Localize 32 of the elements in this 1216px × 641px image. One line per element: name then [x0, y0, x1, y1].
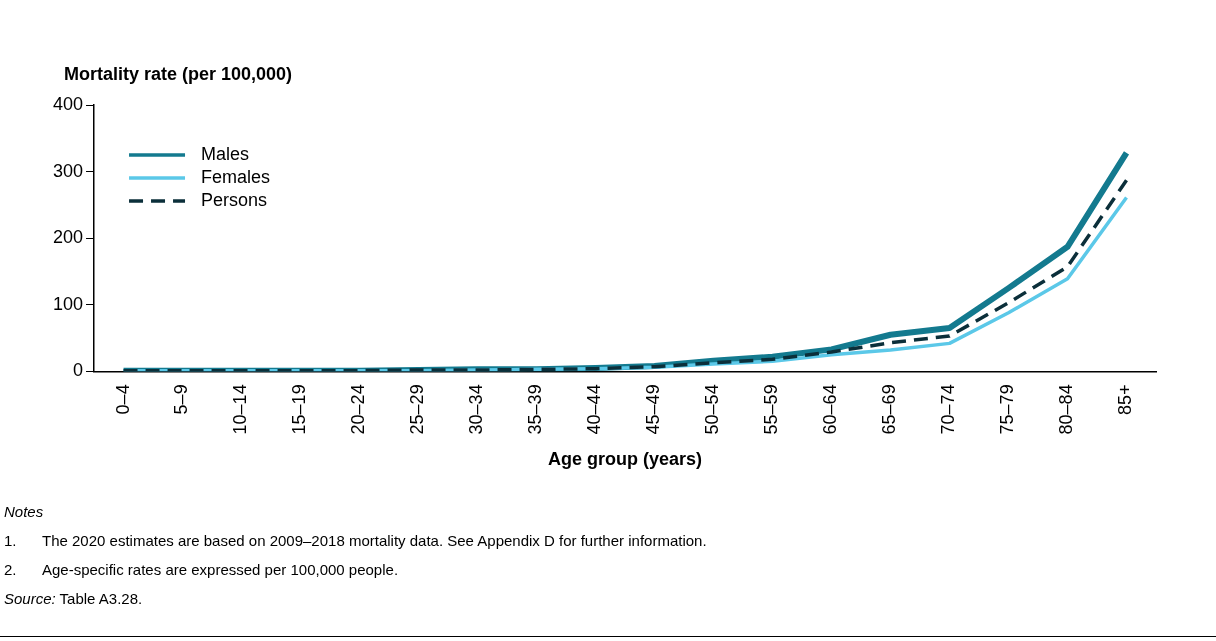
x-axis-title: Age group (years) [548, 449, 703, 470]
text: 2. Age-specific rates are expressed per 100,000 people. [4, 561, 399, 578]
x-tick-label: 35–39 [525, 384, 546, 435]
x-tick-label: 85+ [1115, 384, 1136, 415]
x-tick-label: 20–24 [348, 384, 369, 435]
legend-label: Persons [201, 189, 268, 210]
legend-label: Males [201, 143, 250, 164]
x-tick-label: 10–14 [230, 384, 251, 435]
x-tick-label: 60–64 [820, 384, 841, 435]
y-tick-label: 200 [52, 227, 84, 248]
x-tick-label: 5–9 [171, 384, 192, 415]
y-tick-label: 0 [73, 360, 84, 381]
legend-label: Females [201, 166, 271, 187]
y-tick-label: 100 [52, 293, 84, 314]
y-tick-label: 300 [52, 160, 84, 181]
x-tick-label: 25–29 [407, 384, 428, 435]
text: 1. The 2020 estimates are based on 2009–2018 mortality data. See Appendix D for further information. [4, 532, 707, 549]
x-tick-label: 40–44 [584, 384, 605, 435]
x-tick-label: 75–79 [997, 384, 1018, 435]
x-tick-label: 70–74 [938, 384, 959, 435]
y-axis-title: Mortality rate (per 100,000) [64, 64, 293, 85]
x-tick-label: 65–69 [879, 384, 900, 435]
source-note: Source: Table A3.28. [4, 590, 144, 607]
x-tick-label: 50–54 [702, 384, 723, 435]
text: Notes [4, 503, 45, 520]
x-tick-label: 55–59 [761, 384, 782, 435]
x-tick-label: 30–34 [466, 384, 487, 435]
x-tick-label: 45–49 [643, 384, 664, 435]
x-tick-label: 0–4 [112, 384, 133, 415]
x-tick-label: 15–19 [289, 384, 310, 435]
x-tick-label: 80–84 [1056, 384, 1077, 435]
y-tick-label: 400 [52, 93, 84, 114]
